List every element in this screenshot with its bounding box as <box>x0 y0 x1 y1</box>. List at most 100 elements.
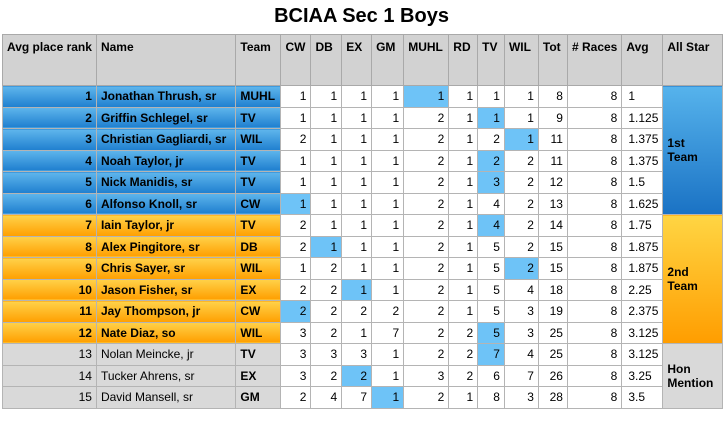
avg-cell: 3.125 <box>621 343 664 366</box>
db-cell: 1 <box>310 235 343 258</box>
tot-cell: 25 <box>537 321 568 344</box>
wil-cell: 2 <box>503 149 539 172</box>
wil-cell: 2 <box>503 192 539 215</box>
header-wil[interactable]: WIL <box>503 34 539 86</box>
group-hon-mention: Hon Mention <box>662 343 723 409</box>
wil-cell: 1 <box>503 85 539 108</box>
header-team[interactable]: Team <box>235 34 282 86</box>
header-gm[interactable]: GM <box>371 34 405 86</box>
rd-cell: 2 <box>448 321 479 344</box>
avg-cell: 1.5 <box>621 171 664 194</box>
wil-cell: 1 <box>503 106 539 129</box>
rd-cell: 1 <box>448 278 479 301</box>
wil-cell: 3 <box>503 300 539 323</box>
races-cell: 8 <box>566 192 623 215</box>
athlete-name: Iain Taylor, jr <box>95 214 237 237</box>
team-cell: CW <box>235 300 282 323</box>
muhl-cell: 2 <box>403 171 450 194</box>
header-allstar[interactable]: All Star <box>662 34 723 86</box>
team-cell: WIL <box>235 257 282 280</box>
tot-cell: 11 <box>537 128 568 151</box>
rank-cell: 3 <box>2 128 97 151</box>
db-cell: 2 <box>310 300 343 323</box>
races-cell: 8 <box>566 106 623 129</box>
cw-cell: 3 <box>280 343 312 366</box>
header-tv[interactable]: TV <box>477 34 505 86</box>
header-tot[interactable]: Tot <box>537 34 568 86</box>
muhl-cell: 2 <box>403 278 450 301</box>
wil-cell: 3 <box>503 386 539 409</box>
header-muhl[interactable]: MUHL <box>403 34 450 86</box>
avg-cell: 1.375 <box>621 128 664 151</box>
races-cell: 8 <box>566 386 623 409</box>
avg-cell: 1 <box>621 85 664 108</box>
wil-cell: 1 <box>503 128 539 151</box>
gm-cell: 1 <box>371 149 405 172</box>
cw-cell: 2 <box>280 128 312 151</box>
rd-cell: 1 <box>448 300 479 323</box>
tv-cell: 4 <box>477 192 505 215</box>
avg-cell: 2.375 <box>621 300 664 323</box>
header-name[interactable]: Name <box>95 34 237 86</box>
team-cell: WIL <box>235 321 282 344</box>
gm-cell: 1 <box>371 364 405 387</box>
ex-cell: 1 <box>341 85 373 108</box>
db-cell: 4 <box>310 386 343 409</box>
table-row: 13 Nolan Meincke, jr TV 3 3 3 1 2 2 7 4 25 8 3.125 Hon… <box>2 343 723 409</box>
avg-cell: 3.125 <box>621 321 664 344</box>
rd-cell: 1 <box>448 128 479 151</box>
header-avg[interactable]: Avg <box>621 34 664 86</box>
rd-cell: 1 <box>448 149 479 172</box>
db-cell: 2 <box>310 257 343 280</box>
rank-cell: 9 <box>2 257 97 280</box>
header-cw[interactable]: CW <box>280 34 312 86</box>
ex-cell: 1 <box>341 321 373 344</box>
muhl-cell: 1 <box>403 85 450 108</box>
rd-cell: 1 <box>448 106 479 129</box>
db-cell: 1 <box>310 192 343 215</box>
rd-cell: 1 <box>448 192 479 215</box>
avg-cell: 1.875 <box>621 257 664 280</box>
tot-cell: 15 <box>537 235 568 258</box>
tot-cell: 28 <box>537 386 568 409</box>
tv-cell: 5 <box>477 235 505 258</box>
tot-cell: 26 <box>537 364 568 387</box>
table-row: 9 Chris Sayer, sr WIL 1 2 1 1 2 1 5 2 15 8 1.875 <box>2 257 723 280</box>
tot-cell: 19 <box>537 300 568 323</box>
muhl-cell: 3 <box>403 364 450 387</box>
wil-cell: 2 <box>503 214 539 237</box>
header-db[interactable]: DB <box>310 34 343 86</box>
rank-cell: 8 <box>2 235 97 258</box>
rank-cell: 12 <box>2 321 97 344</box>
races-cell: 8 <box>566 321 623 344</box>
table-row: 1 Jonathan Thrush, sr MUHL 1 1 1 1 1 1 1 1 8 8 1 1st T… <box>2 85 723 215</box>
avg-cell: 2.25 <box>621 278 664 301</box>
rd-cell: 1 <box>448 214 479 237</box>
races-cell: 8 <box>566 128 623 151</box>
standings-table: Avg place rank Name Team CW DB EX GM MUH… <box>2 34 723 409</box>
rd-cell: 1 <box>448 85 479 108</box>
header-rd[interactable]: RD <box>448 34 479 86</box>
avg-cell: 1.75 <box>621 214 664 237</box>
rank-cell: 1 <box>2 85 97 108</box>
header-ex[interactable]: EX <box>341 34 373 86</box>
table-row: 14 Tucker Ahrens, sr EX 3 2 2 1 3 2 6 7 26 8 3.25 <box>2 364 723 387</box>
muhl-cell: 2 <box>403 300 450 323</box>
table-row: 7 Iain Taylor, jr TV 2 1 1 1 2 1 4 2 14 8 1.75 2nd Tea… <box>2 214 723 344</box>
db-cell: 2 <box>310 321 343 344</box>
header-races[interactable]: # Races <box>566 34 623 86</box>
rank-cell: 10 <box>2 278 97 301</box>
team-cell: TV <box>235 343 282 366</box>
cw-cell: 3 <box>280 364 312 387</box>
tot-cell: 13 <box>537 192 568 215</box>
muhl-cell: 2 <box>403 128 450 151</box>
gm-cell: 7 <box>371 321 405 344</box>
gm-cell: 1 <box>371 343 405 366</box>
db-cell: 1 <box>310 85 343 108</box>
tv-cell: 2 <box>477 128 505 151</box>
wil-cell: 3 <box>503 321 539 344</box>
header-rank[interactable]: Avg place rank <box>2 34 97 86</box>
avg-cell: 1.125 <box>621 106 664 129</box>
ex-cell: 1 <box>341 171 373 194</box>
db-cell: 1 <box>310 171 343 194</box>
